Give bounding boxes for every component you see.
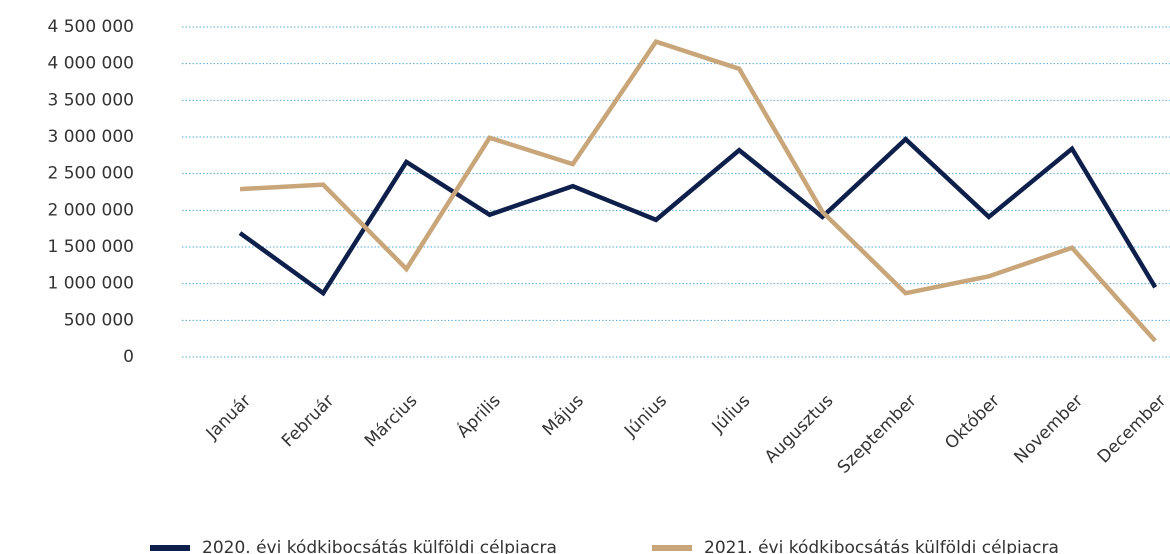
- x-tick-label: Január: [202, 391, 255, 444]
- x-tick-label: Április: [452, 389, 505, 442]
- x-tick-label: November: [1010, 391, 1087, 468]
- series-line: [238, 136, 1158, 297]
- y-tick-label: 3 000 000: [47, 127, 134, 147]
- y-tick-label: 2 000 000: [47, 200, 134, 220]
- y-tick-label: 3 500 000: [47, 90, 134, 110]
- x-tick-label: Szeptember: [834, 391, 921, 478]
- y-tick-label: 4 000 000: [47, 54, 134, 74]
- y-tick-label: 1 000 000: [47, 274, 134, 294]
- x-tick-label: Február: [278, 391, 338, 451]
- x-tick-label: December: [1094, 391, 1170, 467]
- x-tick-label: Augusztus: [761, 391, 838, 468]
- x-tick-label: Július: [708, 391, 755, 438]
- x-tick-label: Május: [539, 391, 588, 440]
- y-tick-label: 2 500 000: [47, 164, 134, 184]
- series-line: [239, 39, 1157, 343]
- legend-label: 2020. évi kódkibocsátás külföldi célpiac…: [202, 538, 557, 554]
- y-tick-label: 500 000: [64, 310, 134, 330]
- y-tick-label: 0: [123, 347, 134, 367]
- legend-label: 2021. évi kódkibocsátás külföldi célpiac…: [704, 538, 1059, 554]
- x-tick-label: Március: [361, 391, 421, 451]
- x-tick-label: Június: [620, 391, 671, 442]
- x-tick-label: Október: [941, 391, 1004, 454]
- y-tick-label: 1 500 000: [47, 237, 134, 257]
- y-tick-label: 4 500 000: [47, 17, 134, 37]
